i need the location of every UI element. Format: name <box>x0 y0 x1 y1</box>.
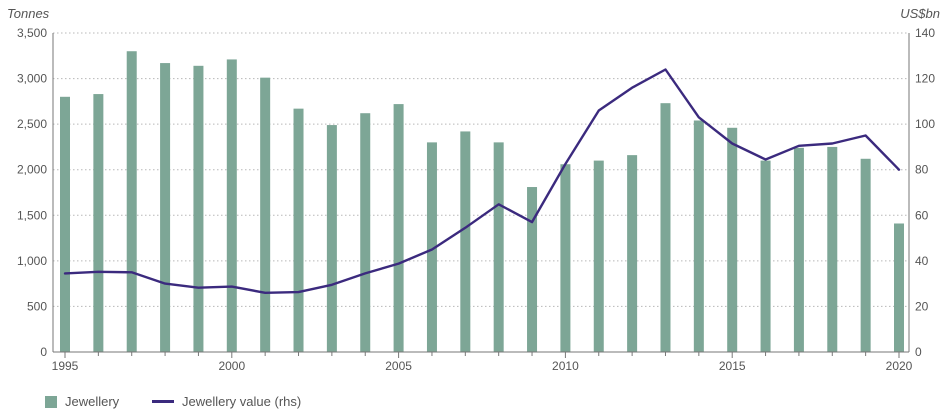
legend-line-swatch <box>152 400 174 403</box>
right-axis-tick-label: 60 <box>915 208 929 222</box>
right-axis-tick-label: 100 <box>915 117 935 131</box>
left-axis-tick-label: 0 <box>40 345 47 359</box>
bar-jewellery-1996 <box>93 94 104 353</box>
left-axis-tick-label: 1,000 <box>17 254 47 268</box>
right-axis-tick-label: 120 <box>915 72 935 86</box>
right-axis-tick-label: 40 <box>915 254 929 268</box>
bar-jewellery-2016 <box>760 160 771 352</box>
left-axis-tick-label: 3,000 <box>17 72 47 86</box>
legend-label-jewellery: Jewellery <box>65 394 120 409</box>
right-axis-unit-label: US$bn <box>900 6 940 21</box>
legend-bar-swatch <box>45 395 57 408</box>
bar-jewellery-2008 <box>493 142 504 352</box>
legend-item-jewellery-value: Jewellery value (rhs) <box>152 394 301 409</box>
bar-jewellery-2007 <box>460 131 471 352</box>
bar-jewellery-2014 <box>693 120 704 352</box>
x-axis-tick-label: 2000 <box>218 359 245 373</box>
bar-jewellery-2001 <box>260 77 271 352</box>
bar-jewellery-2004 <box>360 113 371 352</box>
right-axis-tick-label: 0 <box>915 345 922 359</box>
legend-item-jewellery: Jewellery <box>45 394 119 409</box>
legend-label-jewellery-value: Jewellery value (rhs) <box>182 394 302 409</box>
bar-jewellery-2020 <box>894 223 904 352</box>
bar-jewellery-2006 <box>426 142 437 352</box>
left-axis-tick-label: 3,500 <box>17 26 47 40</box>
line-jewellery-value <box>63 68 901 294</box>
bar-jewellery-2009 <box>527 187 538 352</box>
bar-jewellery-2011 <box>593 160 604 352</box>
left-axis-tick-label: 1,500 <box>17 208 47 222</box>
left-axis-tick-label: 2,500 <box>17 117 47 131</box>
bar-jewellery-1998 <box>160 63 171 352</box>
x-axis-tick-label: 2020 <box>886 359 913 373</box>
bar-jewellery-1995 <box>60 96 70 352</box>
bar-jewellery-2012 <box>627 155 638 352</box>
left-axis-tick-label: 2,000 <box>17 163 47 177</box>
bar-jewellery-2005 <box>393 104 404 352</box>
bar-jewellery-1997 <box>126 51 137 352</box>
x-axis-tick-label: 2010 <box>552 359 579 373</box>
x-axis-tick-label: 2005 <box>385 359 412 373</box>
right-axis-tick-label: 140 <box>915 26 935 40</box>
bar-jewellery-2002 <box>293 108 304 352</box>
bar-jewellery-2000 <box>226 59 237 352</box>
left-axis-tick-label: 500 <box>27 299 47 313</box>
bar-jewellery-2018 <box>827 146 838 352</box>
bar-jewellery-2003 <box>326 125 337 352</box>
bar-jewellery-1999 <box>193 65 204 352</box>
bar-jewellery-2019 <box>860 158 871 352</box>
right-axis-tick-label: 80 <box>915 163 929 177</box>
x-axis-tick-label: 2015 <box>719 359 746 373</box>
bar-jewellery-2015 <box>727 127 738 352</box>
bar-jewellery-2013 <box>660 103 671 353</box>
right-axis-tick-label: 20 <box>915 299 929 313</box>
bar-jewellery-2017 <box>793 147 804 352</box>
left-axis-unit-label: Tonnes <box>7 6 50 21</box>
x-axis-tick-label: 1995 <box>52 359 79 373</box>
bar-jewellery-2010 <box>560 164 571 352</box>
